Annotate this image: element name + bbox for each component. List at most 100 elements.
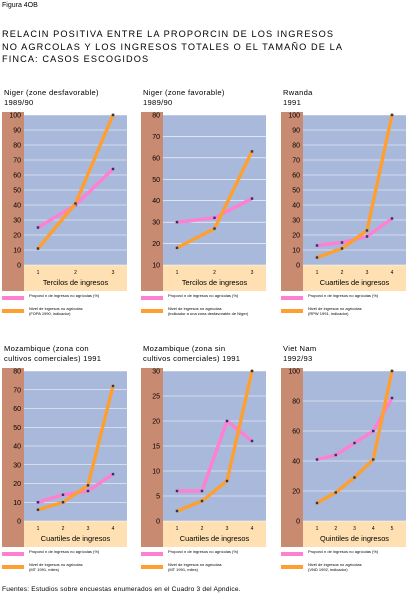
- legend-swatch: [141, 565, 163, 569]
- x-tick-label: 2: [334, 526, 337, 532]
- proportion-data-point: [36, 226, 40, 229]
- chart-title-line: cultivos comerciales) 1991: [4, 353, 102, 363]
- x-axis-label: Cuartiles de ingresos: [320, 278, 390, 287]
- y-tick-label: 70: [292, 158, 300, 165]
- y-tick-label: 70: [13, 387, 21, 394]
- proportion-data-point: [36, 501, 40, 504]
- chart-title-line: 1989/90: [143, 97, 173, 107]
- x-axis-label: Cuartiles de ingresos: [180, 534, 250, 543]
- y-tick-label: 50: [13, 425, 21, 432]
- legend-label: Proporci n de ingresos no agrícolas (%): [308, 549, 379, 554]
- legend-label: Nivel de ingresos no agrícolas (indicador…: [168, 306, 266, 317]
- legend-label: Proporci n de ingresos no agrícolas (%): [308, 293, 379, 298]
- y-tick-label: 40: [292, 459, 300, 466]
- y-axis-band: [281, 368, 303, 547]
- proportion-data-point: [334, 453, 337, 457]
- legend-source-line: (MT 1991, miles): [168, 566, 198, 572]
- y-tick-label: 50: [13, 188, 21, 195]
- y-tick-label: 20: [152, 241, 160, 248]
- y-tick-label: 40: [152, 198, 160, 205]
- proportion-data-point: [175, 489, 179, 493]
- income-data-point: [175, 246, 179, 250]
- y-tick-label: 70: [152, 134, 160, 141]
- y-tick-label: 30: [152, 369, 160, 376]
- y-tick-label: 40: [13, 444, 21, 451]
- legend-swatch: [141, 309, 163, 313]
- y-tick-label: 30: [13, 218, 21, 225]
- x-tick-label: 1: [176, 270, 179, 276]
- chart-title-line: Mozambique (zona sin: [143, 344, 226, 353]
- x-tick-label: 3: [251, 270, 254, 276]
- y-tick-label: 60: [13, 406, 21, 413]
- proportion-data-point: [111, 167, 115, 171]
- figure-title-line: NO AGRCOLAS Y LOS INGRESOS TOTALES O EL …: [2, 41, 344, 52]
- income-data-point: [372, 458, 375, 461]
- chart-title-line: Viet Nam: [283, 344, 317, 353]
- figure-title-line: FINCA: CASOS ESCOGIDOS: [2, 54, 150, 64]
- x-tick-label: 5: [391, 526, 394, 532]
- x-tick-label: 2: [74, 270, 77, 276]
- x-tick-label: 3: [226, 526, 229, 532]
- y-tick-label: 0: [17, 263, 21, 270]
- legend-item-proportion: Proporci n de ingresos no agrícolas (%): [281, 293, 406, 306]
- legend-source-line: (VND 1992, indicador): [308, 566, 348, 572]
- figure-title-line: RELACIN POSITIVA ENTRE LA PROPORCIN DE L…: [2, 29, 335, 39]
- income-data-point: [213, 227, 216, 230]
- y-tick-label: 15: [152, 444, 160, 451]
- income-data-point: [390, 113, 394, 117]
- legend-swatch: [281, 309, 303, 313]
- legend-label: Nivel de ingresos no agrícolas (VND 1992,…: [308, 562, 406, 573]
- y-tick-label: 30: [13, 462, 21, 469]
- x-tick-label: 2: [213, 270, 216, 276]
- y-axis-band: [2, 368, 24, 547]
- income-data-point: [340, 247, 344, 250]
- y-tick-label: 10: [152, 263, 160, 270]
- income-data-point: [111, 384, 115, 388]
- x-axis-band: [163, 521, 266, 547]
- y-tick-label: 20: [292, 489, 300, 496]
- x-tick-label: 4: [112, 526, 115, 532]
- legend-label: Nivel de ingresos no agrícolas (FOPA 1990…: [29, 306, 127, 317]
- legend-swatch: [2, 565, 24, 569]
- y-axis-band: [141, 368, 163, 547]
- proportion-data-point: [353, 441, 356, 445]
- income-data-point: [250, 150, 254, 153]
- plot-area: [303, 371, 406, 521]
- legend-swatch: [2, 552, 24, 556]
- chart-title-line: Niger (zone favorable): [143, 88, 225, 97]
- x-tick-label: 3: [353, 526, 356, 532]
- y-axis-band: [141, 112, 163, 291]
- y-tick-label: 40: [292, 203, 300, 210]
- chart-panel: Niger (zone desfavorable) 1989/90 0 10 20 30 4…: [2, 88, 127, 319]
- legend-label-line: Nivel de ingresos no agrícolas: [308, 562, 362, 567]
- income-data-point: [36, 508, 40, 511]
- proportion-data-point: [340, 241, 344, 244]
- income-data-point: [86, 484, 90, 487]
- chart-title-line: 1989/90: [4, 97, 34, 107]
- proportion-data-point: [200, 489, 204, 493]
- income-data-point: [390, 369, 394, 373]
- income-data-point: [334, 491, 337, 494]
- legend-item-proportion: Proporci n de ingresos no agrícolas (%): [281, 549, 406, 562]
- proportion-data-point: [390, 217, 394, 220]
- x-axis-label: Cuartiles de ingresos: [41, 534, 111, 543]
- y-tick-label: 60: [292, 173, 300, 180]
- y-tick-label: 10: [13, 500, 21, 507]
- proportion-data-point: [315, 244, 319, 247]
- y-tick-label: 80: [292, 143, 300, 150]
- income-data-point: [315, 256, 319, 259]
- legend-label-line: Nivel de ingresos no agrícolas: [29, 306, 83, 311]
- x-tick-label: 4: [251, 526, 254, 532]
- x-tick-label: 2: [62, 526, 65, 532]
- legend-swatch: [2, 296, 24, 300]
- legend-swatch: [281, 565, 303, 569]
- x-tick-label: 3: [366, 270, 369, 276]
- y-tick-label: 80: [152, 113, 160, 120]
- y-tick-label: 60: [292, 429, 300, 436]
- y-tick-label: 20: [13, 233, 21, 240]
- y-tick-label: 70: [13, 158, 21, 165]
- legend-source-line: (RPW 1991, indicador): [308, 310, 349, 316]
- chart-title-line: Niger (zone desfavorable): [4, 88, 99, 97]
